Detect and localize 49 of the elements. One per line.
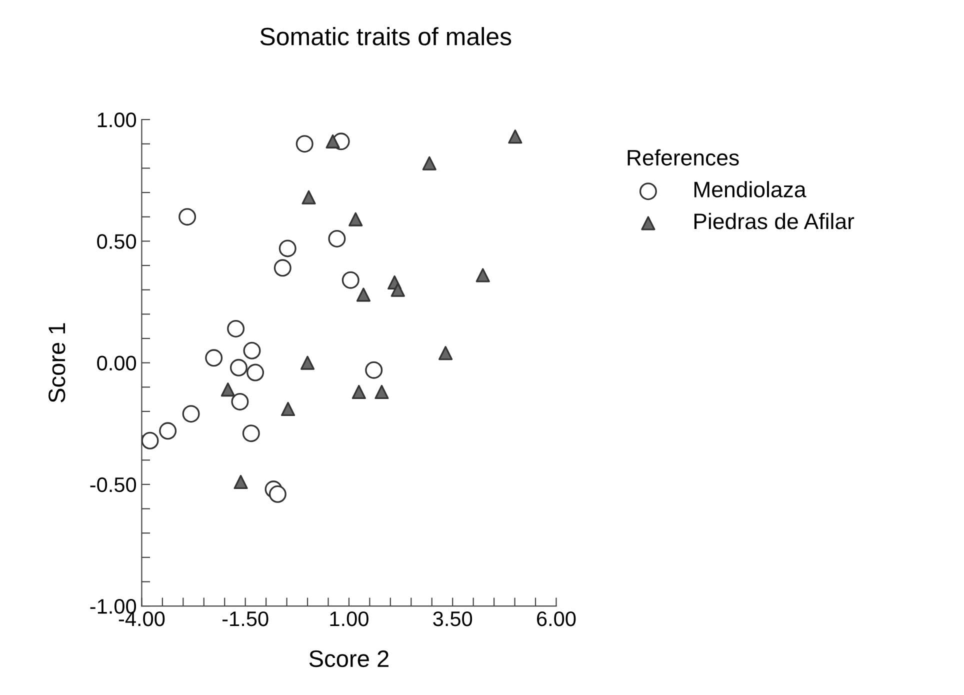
- point: [268, 485, 286, 503]
- y-tick-label: -0.50: [90, 477, 136, 492]
- x-tick-label: -4.00: [118, 611, 165, 626]
- point: [230, 358, 248, 376]
- y-tick-label: 1.00: [98, 112, 136, 128]
- point: [205, 349, 223, 367]
- point: [302, 190, 316, 204]
- point: [278, 240, 296, 258]
- point: [300, 356, 315, 370]
- y-tick-label: -1.00: [90, 599, 136, 614]
- legend-label: Mendiolaza: [694, 181, 806, 198]
- point: [231, 392, 249, 410]
- point: [508, 130, 522, 144]
- point: [348, 212, 363, 226]
- point: [243, 342, 261, 360]
- point: [352, 384, 366, 400]
- point: [390, 282, 405, 297]
- chart-title: Somatic traits of males: [260, 27, 512, 46]
- x-axis-title: Score 2: [309, 650, 388, 668]
- point: [365, 361, 383, 379]
- y-axis-title: Score 1: [48, 323, 66, 402]
- point: [159, 422, 177, 440]
- point: [342, 271, 360, 289]
- point: [227, 320, 245, 338]
- y-tick-label: 0.00: [97, 356, 136, 371]
- point: [280, 402, 296, 416]
- legend-title: References: [628, 149, 739, 166]
- point: [246, 364, 264, 382]
- point: [422, 156, 436, 170]
- point: [438, 346, 453, 360]
- point: [220, 382, 235, 397]
- x-tick-label: -1.50: [222, 611, 268, 626]
- point: [326, 134, 340, 148]
- point: [234, 474, 248, 490]
- point: [142, 432, 159, 450]
- point: [182, 405, 200, 423]
- point: [328, 230, 346, 248]
- point: [242, 424, 260, 442]
- x-tick-label: 3.50: [433, 611, 472, 626]
- point: [476, 268, 490, 282]
- y-tick-label: 0.50: [97, 234, 136, 249]
- point: [274, 259, 292, 277]
- point: [296, 135, 314, 153]
- point: [356, 288, 371, 302]
- x-tick-label: 1.00: [330, 611, 368, 626]
- point: [374, 384, 389, 400]
- x-tick-label: 6.00: [537, 611, 576, 626]
- point: [178, 208, 196, 226]
- legend-label: Piedras de Afilar: [694, 212, 854, 230]
